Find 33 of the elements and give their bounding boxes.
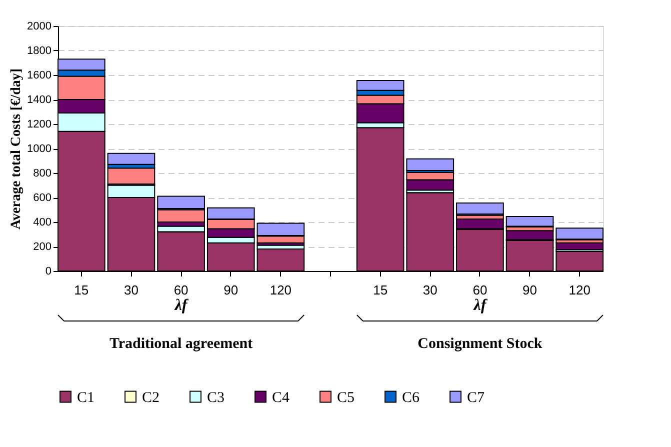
legend-label: C2 <box>142 390 160 406</box>
y-tick-label: 1400 <box>27 94 52 106</box>
y-tick-label: 600 <box>33 192 52 204</box>
x-tick-label: 60 <box>174 282 188 298</box>
y-tick-label: 1600 <box>27 70 52 82</box>
text: λf <box>472 297 488 314</box>
legend-label: C4 <box>272 390 290 406</box>
text: Traditional agreement <box>109 336 253 352</box>
x-tick-label: 90 <box>224 282 238 298</box>
x-tick-label: 120 <box>568 282 590 298</box>
legend-label: C1 <box>77 390 95 406</box>
x-tick-label: 30 <box>422 282 438 298</box>
y-tick-label: 1000 <box>27 143 52 155</box>
legend-label: C7 <box>467 390 486 406</box>
text: Consignment Stock <box>418 336 543 352</box>
legend-label: C6 <box>402 390 420 406</box>
x-tick-label: 90 <box>522 282 538 298</box>
y-tick-label: 1800 <box>27 45 52 57</box>
x-tick-label: 15 <box>74 282 89 298</box>
text: λf <box>174 297 189 314</box>
y-tick-label: 400 <box>33 216 52 228</box>
legend-label: C5 <box>337 390 355 406</box>
y-tick-label: 0 <box>45 266 52 278</box>
x-tick-label: 60 <box>472 282 488 298</box>
y-tick-label: 800 <box>33 168 52 180</box>
x-tick-label: 15 <box>373 282 388 298</box>
y-axis-title: Average total Costs [€/day] <box>9 68 24 230</box>
y-tick-label: 1200 <box>27 118 52 130</box>
y-tick-label: 200 <box>33 241 52 253</box>
x-tick-label: 30 <box>124 282 138 298</box>
y-tick-label: 2000 <box>27 20 52 32</box>
legend-label: C3 <box>207 390 225 406</box>
x-tick-label: 120 <box>270 282 292 298</box>
